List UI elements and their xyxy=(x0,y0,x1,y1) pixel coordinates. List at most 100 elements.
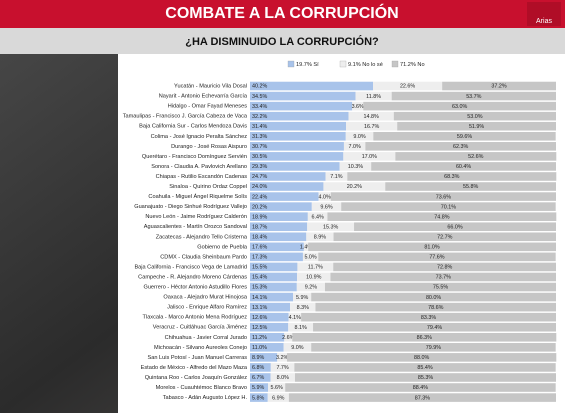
value-label: 20.2% xyxy=(252,204,267,210)
value-label: 20.2% xyxy=(347,184,362,190)
value-label: 17.0% xyxy=(362,154,377,160)
value-label: 5.9% xyxy=(252,385,264,391)
value-label: 24.0% xyxy=(252,184,267,190)
value-label: 72.7% xyxy=(437,234,452,240)
value-label: 17.3% xyxy=(252,255,267,261)
y-tick-label: San Luis Potosí - Juan Manuel Carreras xyxy=(148,355,248,361)
plot: 19.7% Sí 9.1% No lo sé 71.2% No Yucatán - M… xyxy=(123,60,557,402)
bar-segment xyxy=(283,343,312,352)
bar-segment xyxy=(277,353,288,362)
legend-swatch xyxy=(287,60,295,68)
bar-segment xyxy=(355,91,392,101)
bar-segment xyxy=(250,252,303,262)
bar-segment xyxy=(333,232,556,242)
bar-segment xyxy=(293,292,312,302)
bar-segment xyxy=(250,111,349,121)
bar-segment xyxy=(339,162,372,171)
bar-segment xyxy=(250,242,304,252)
bar-segment xyxy=(270,363,295,372)
bar-segment xyxy=(318,192,331,201)
value-label: 24.7% xyxy=(252,174,267,180)
y-tick-label: Guerrero - Héctor Antonio Astudillo Flor… xyxy=(143,285,247,291)
bar-segment xyxy=(250,393,268,402)
value-label: 87.3% xyxy=(415,395,430,401)
bar-segment xyxy=(250,262,298,272)
value-label: 31.4% xyxy=(252,124,267,130)
y-tick-label: Zacatecas - Alejandro Tello Cristerna xyxy=(156,234,248,240)
bar-segment xyxy=(294,373,556,382)
y-tick-label: Gobierno de Puebla xyxy=(197,244,248,250)
y-tick-label: Guanajuato - Diego Sinhué Rodríguez Vall… xyxy=(134,204,247,210)
value-label: 6.9% xyxy=(272,395,284,401)
legend-label: 71.2% No xyxy=(400,62,425,68)
bar-segment xyxy=(313,322,556,332)
bar-segment xyxy=(250,322,289,332)
value-label: 80.0% xyxy=(426,295,441,301)
value-label: 62.3% xyxy=(453,144,468,150)
value-label: 8.3% xyxy=(297,305,309,311)
y-tick-label: Sonora - Claudia A. Pavlovich Arellano xyxy=(151,164,247,170)
bar-segment xyxy=(442,81,556,91)
value-label: 4.1% xyxy=(289,315,301,321)
y-tick-label: Campeche - R. Alejandro Moreno Cárdenas xyxy=(138,274,247,280)
bar-segment xyxy=(373,131,556,141)
bar-segment xyxy=(250,121,347,131)
value-label: 32.2% xyxy=(252,114,267,120)
value-label: 18.9% xyxy=(252,214,267,220)
bar-segment xyxy=(341,202,556,211)
y-tick-label: Tabasco - Adán Augusto López H. xyxy=(163,395,248,401)
value-label: 79.4% xyxy=(427,325,442,331)
subtitle-bar xyxy=(0,28,565,54)
bar-segment xyxy=(306,232,334,242)
bar-segment xyxy=(308,242,556,252)
bar-segment xyxy=(250,182,324,191)
bar-segment xyxy=(250,373,271,382)
bar-segment xyxy=(250,363,271,372)
value-label: 18.7% xyxy=(252,224,267,230)
value-label: 83.3% xyxy=(421,315,436,321)
bar-segment xyxy=(311,343,556,352)
bar-segment xyxy=(297,262,334,272)
bar-segment xyxy=(302,252,319,262)
value-label: 29.3% xyxy=(252,164,267,170)
bar-segment xyxy=(363,101,556,111)
value-label: 15.4% xyxy=(252,275,267,281)
value-label: 85.3% xyxy=(418,375,433,381)
value-label: 2.6% xyxy=(282,335,294,341)
bar-segment xyxy=(250,91,356,101)
y-tick-label: Oaxaca - Alejadro Murat Hinojosa xyxy=(163,295,248,301)
bar-segment xyxy=(290,302,316,312)
value-label: 6.8% xyxy=(252,365,264,371)
y-tick-label: Nayarit - Antonio Echevarría García xyxy=(159,94,248,100)
bar-segment xyxy=(284,332,293,342)
value-label: 22.4% xyxy=(252,194,267,200)
y-tick-label: Coahuila - Miguel Ángel Riquelme Solís xyxy=(148,193,247,200)
value-label: 5.9% xyxy=(296,295,308,301)
bar-segment xyxy=(250,212,308,221)
value-label: 73.7% xyxy=(436,275,451,281)
value-label: 22.6% xyxy=(400,84,415,90)
value-label: 11.0% xyxy=(252,345,267,351)
value-label: 10.3% xyxy=(348,164,363,170)
value-label: 86.3% xyxy=(417,335,432,341)
value-label: 10.9% xyxy=(306,275,321,281)
bar-segment xyxy=(250,343,284,352)
bar-segment xyxy=(354,222,556,232)
bar-segment xyxy=(395,152,557,161)
bar-segment xyxy=(288,322,314,332)
value-label: 68.3% xyxy=(444,174,459,180)
bar-segment xyxy=(250,282,297,292)
bar-segment xyxy=(250,222,308,232)
value-label: 7.0% xyxy=(349,144,361,150)
bar-segment xyxy=(268,383,286,392)
bar-segment xyxy=(393,111,556,121)
brand: Arias xyxy=(536,18,552,25)
value-label: 14.1% xyxy=(252,295,267,301)
bar-segment xyxy=(250,353,278,362)
value-label: 11.2% xyxy=(252,335,267,341)
bar-segment xyxy=(348,111,394,121)
y-tick-label: Morelos - Cuauhtémoc Blanco Bravo xyxy=(156,385,247,391)
bar-segment xyxy=(327,212,557,221)
value-label: 51.9% xyxy=(469,124,484,130)
